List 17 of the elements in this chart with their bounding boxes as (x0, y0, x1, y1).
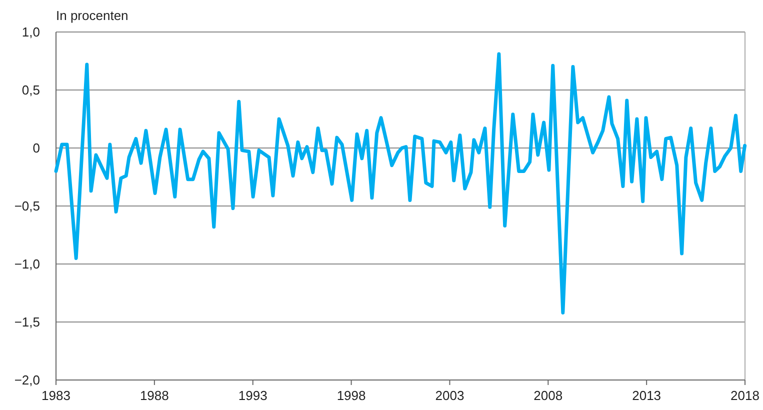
x-tick-label: 2008 (534, 388, 563, 403)
x-tick-label: 2013 (632, 388, 662, 403)
x-tick-label: 1993 (238, 388, 268, 403)
y-tick-label: −1,5 (14, 314, 40, 330)
y-tick-label: 0 (32, 140, 40, 156)
y-tick-label: −2,0 (14, 372, 40, 388)
line-series (54, 52, 747, 314)
y-axis-title: In procenten (56, 8, 128, 23)
y-tick-label: −0,5 (14, 198, 40, 214)
y-tick-label: 1,0 (22, 24, 40, 40)
x-tick-label: 1983 (42, 388, 70, 403)
x-tick-label: 1988 (140, 388, 169, 403)
y-tick-label: −1,0 (14, 256, 40, 272)
y-tick-label: 0,5 (22, 82, 40, 98)
x-tick-label: 2003 (435, 388, 464, 403)
x-tick-label: 2018 (730, 388, 760, 403)
x-tick-label: 1998 (336, 388, 366, 403)
